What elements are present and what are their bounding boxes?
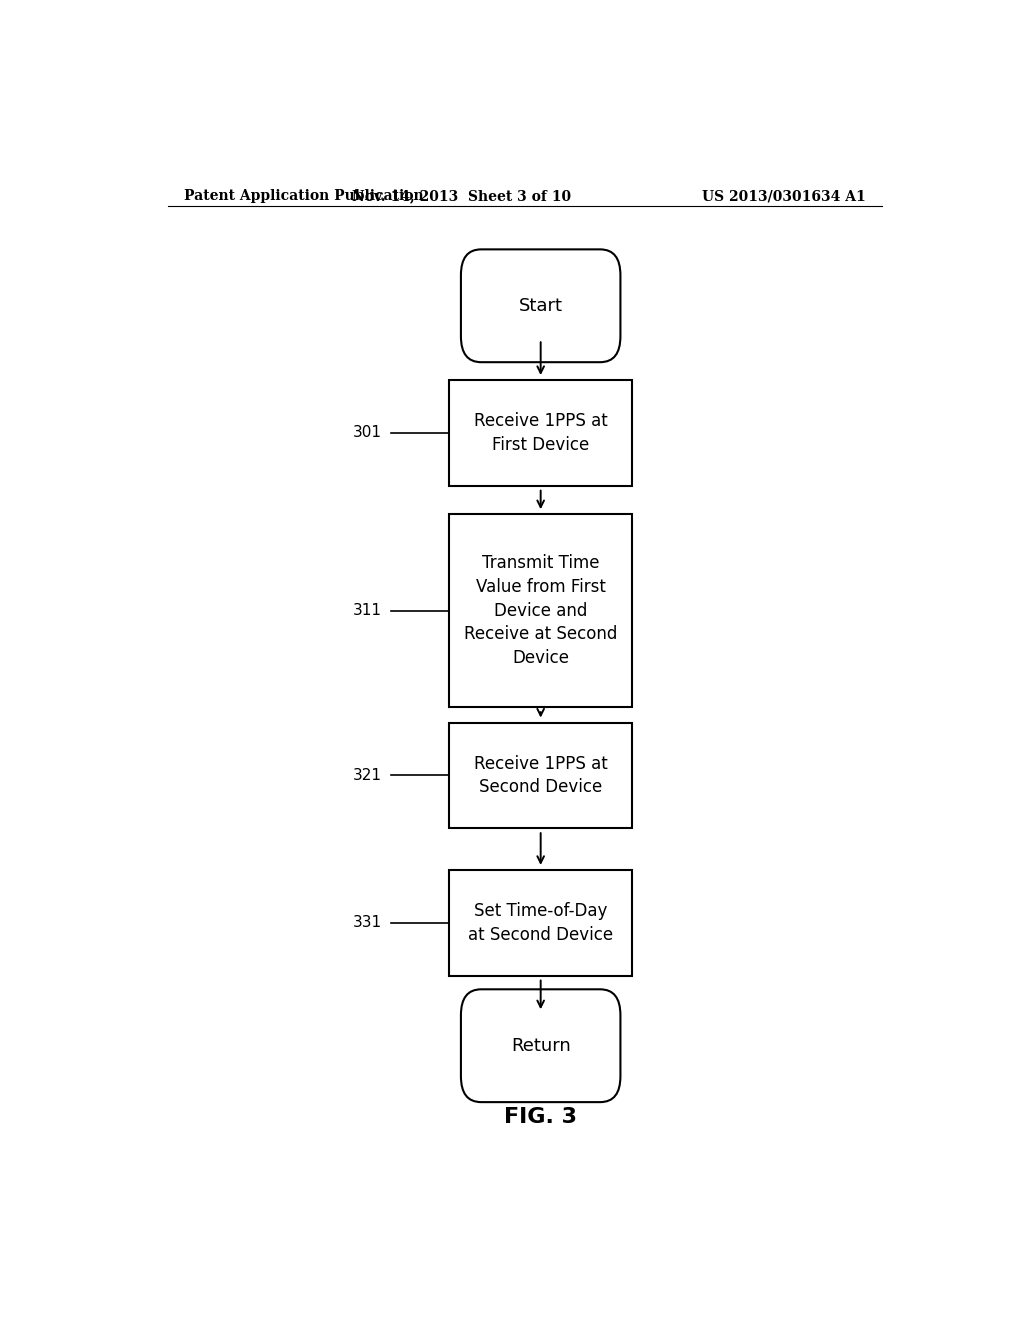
Text: Patent Application Publication: Patent Application Publication — [183, 189, 423, 203]
Text: 321: 321 — [353, 768, 382, 783]
Text: Receive 1PPS at
Second Device: Receive 1PPS at Second Device — [474, 755, 607, 796]
Text: Transmit Time
Value from First
Device and
Receive at Second
Device: Transmit Time Value from First Device an… — [464, 554, 617, 667]
FancyBboxPatch shape — [450, 380, 632, 486]
Text: US 2013/0301634 A1: US 2013/0301634 A1 — [702, 189, 866, 203]
FancyBboxPatch shape — [450, 513, 632, 708]
FancyBboxPatch shape — [461, 989, 621, 1102]
Text: 311: 311 — [353, 603, 382, 618]
Text: Return: Return — [511, 1036, 570, 1055]
Text: Receive 1PPS at
First Device: Receive 1PPS at First Device — [474, 412, 607, 454]
Text: 331: 331 — [353, 915, 382, 931]
FancyBboxPatch shape — [461, 249, 621, 362]
Text: 301: 301 — [353, 425, 382, 441]
Text: FIG. 3: FIG. 3 — [504, 1107, 578, 1127]
Text: Start: Start — [519, 297, 562, 314]
Text: Nov. 14, 2013  Sheet 3 of 10: Nov. 14, 2013 Sheet 3 of 10 — [352, 189, 570, 203]
FancyBboxPatch shape — [450, 722, 632, 828]
Text: Set Time-of-Day
at Second Device: Set Time-of-Day at Second Device — [468, 902, 613, 944]
FancyBboxPatch shape — [450, 870, 632, 975]
